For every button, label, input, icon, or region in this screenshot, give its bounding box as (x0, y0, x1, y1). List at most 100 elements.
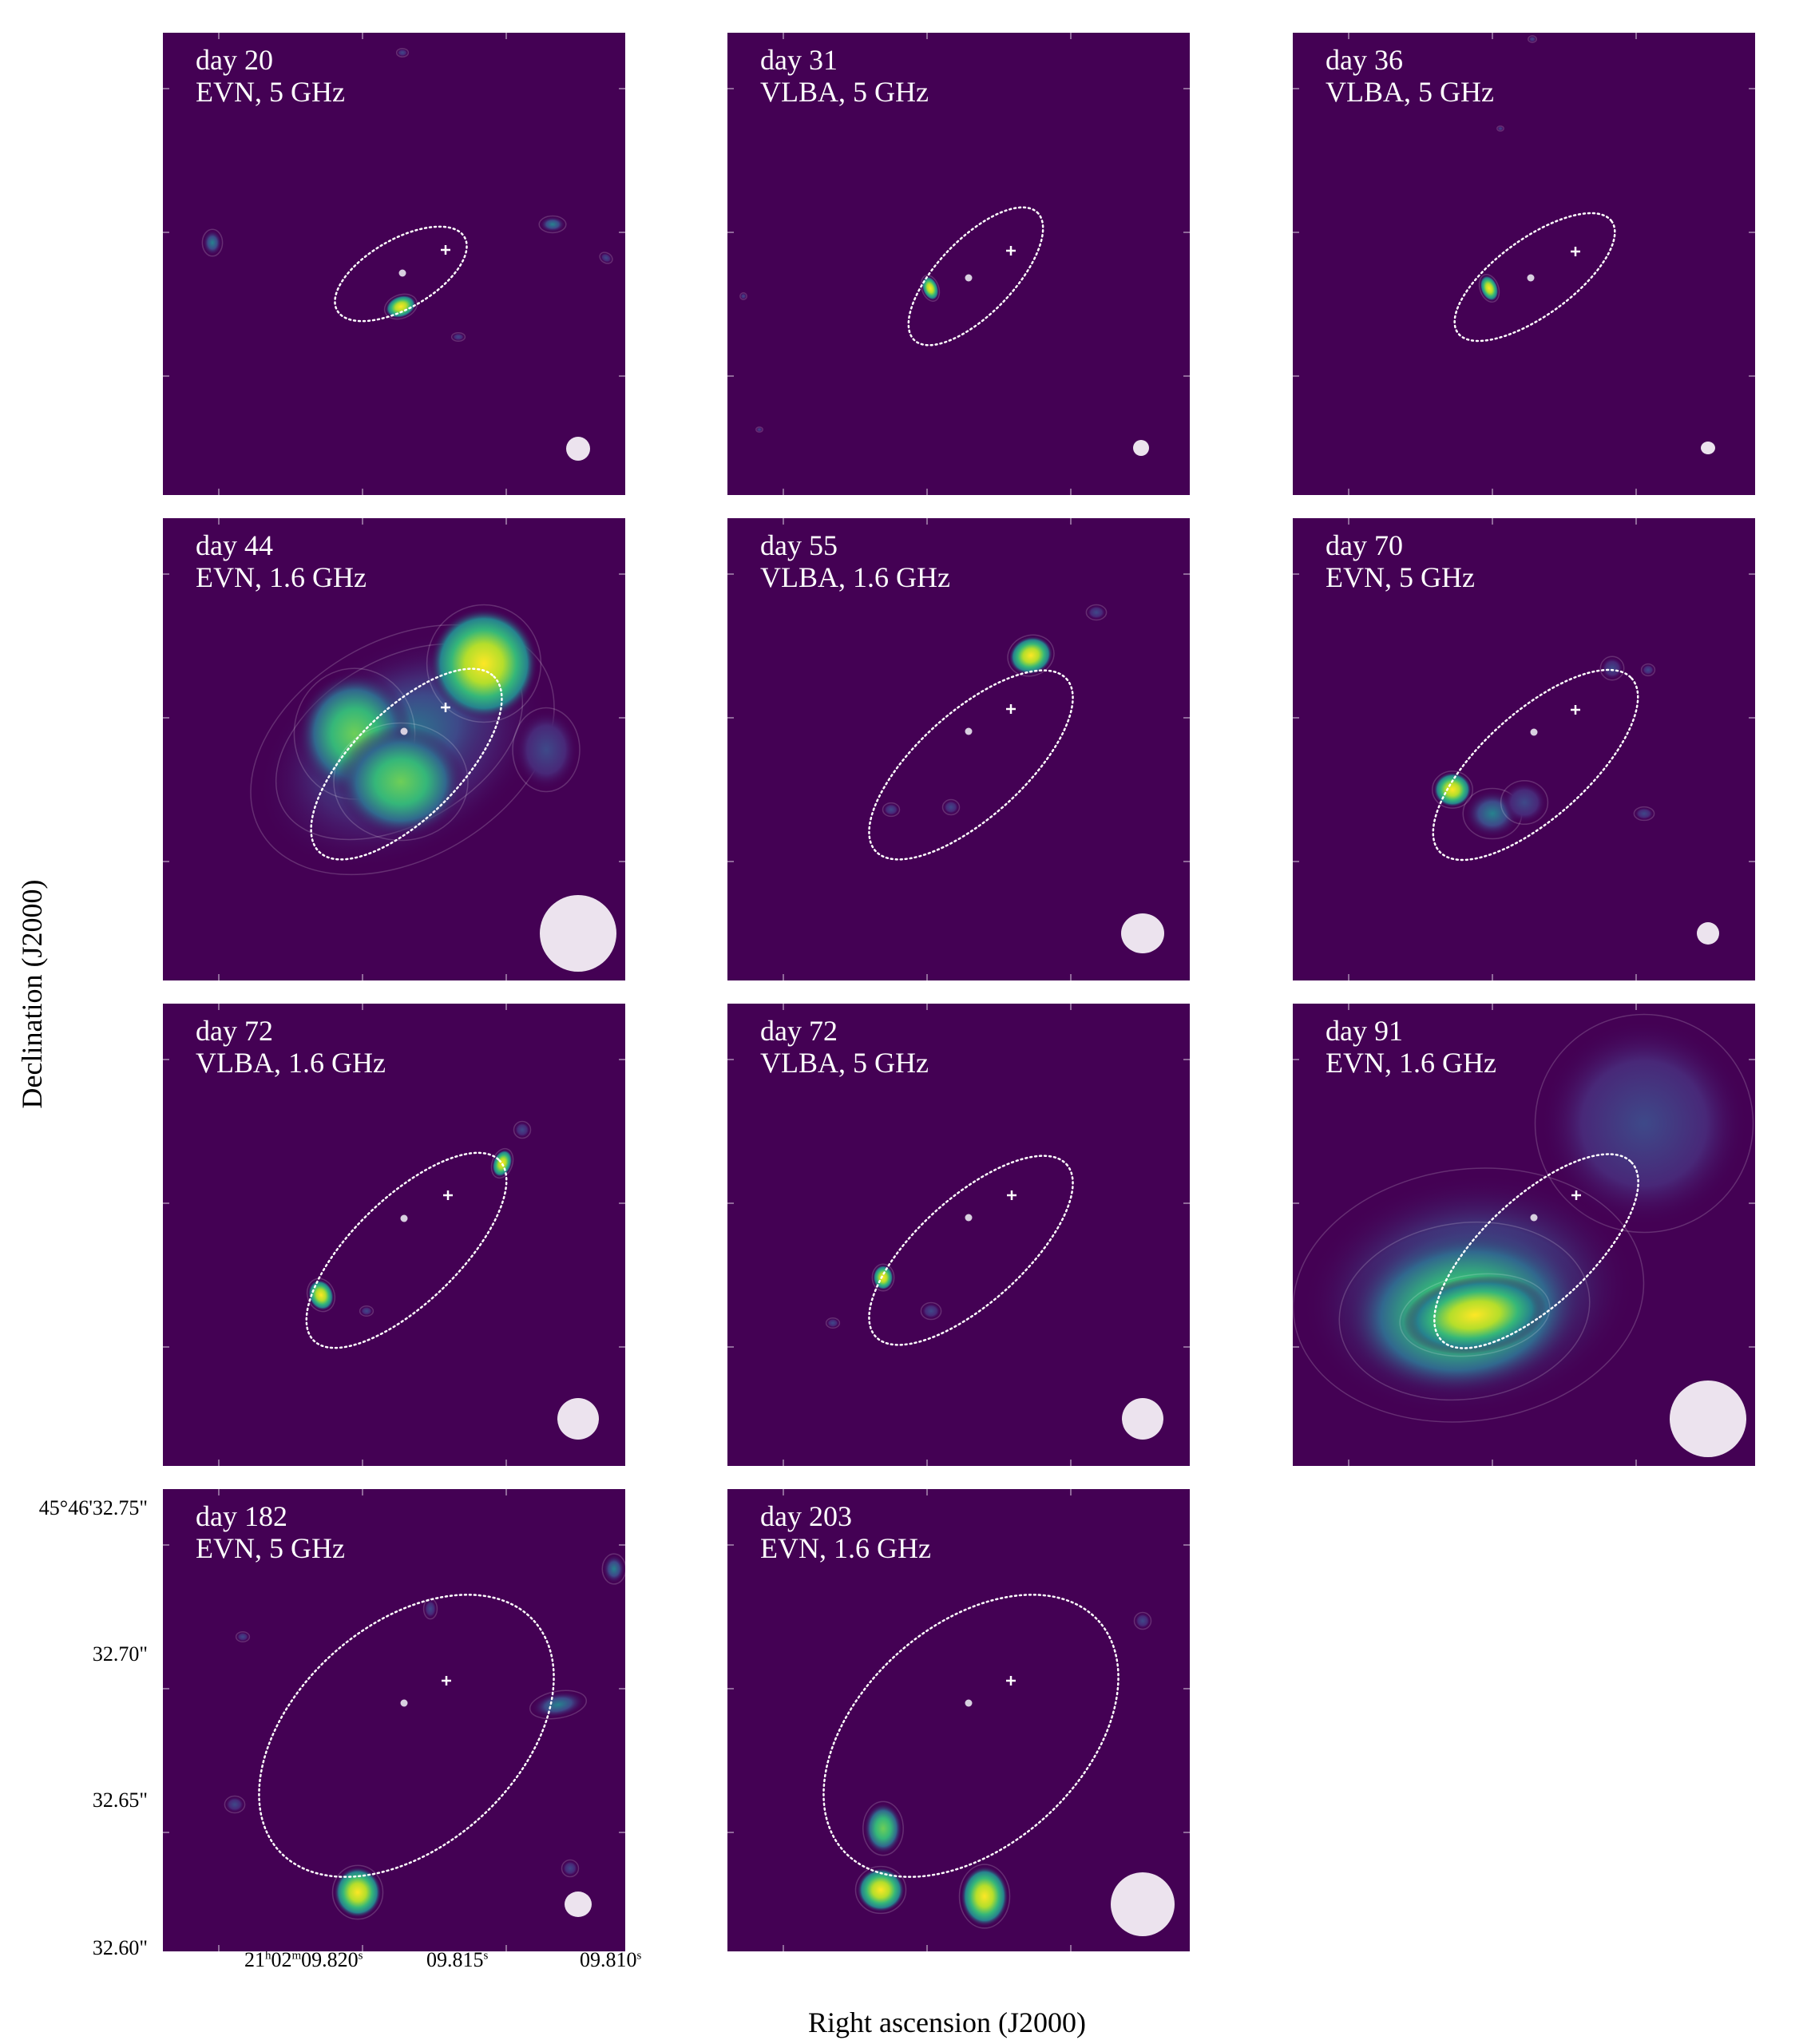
contour-line (201, 228, 224, 257)
centre-dot-marker (398, 269, 406, 277)
contour-line (599, 252, 613, 264)
panel-day-label: day 182 (196, 1500, 287, 1532)
emission-component (943, 800, 959, 814)
beam-ellipse (1670, 1380, 1746, 1457)
panel-label: day 91 EVN, 1.6 GHz (1326, 1015, 1496, 1079)
panel-day-label: day 203 (760, 1500, 852, 1532)
contour-line (1085, 604, 1108, 621)
centre-dot-marker (965, 1699, 973, 1707)
fit-ellipse (305, 1151, 508, 1349)
contour-line (1496, 125, 1504, 132)
emission-component (1601, 657, 1623, 679)
contour-line (1293, 1167, 1645, 1423)
beam-ellipse (1697, 922, 1719, 945)
image-panel: day 72 VLBA, 5 GHz (727, 1004, 1190, 1466)
contour-line (1534, 1013, 1754, 1234)
emission-component (307, 1279, 335, 1311)
fit-ellipse (1433, 1153, 1639, 1349)
emission-component (740, 293, 747, 299)
image-panel: day 55 VLBA, 1.6 GHz (727, 518, 1190, 980)
panel-map (1293, 518, 1755, 980)
y-tick-label: 45°46'32.75" (38, 1496, 148, 1519)
cross-marker (1006, 704, 1016, 714)
panel-day-label: day 91 (1326, 1015, 1403, 1047)
cross-marker (441, 703, 450, 712)
fit-ellipse (1432, 668, 1639, 862)
panel-map (727, 1004, 1190, 1466)
panel-label: day 20 EVN, 5 GHz (196, 44, 345, 108)
image-panel: day 70 EVN, 5 GHz (1293, 518, 1755, 980)
cross-marker (1006, 1676, 1016, 1686)
emission-component (334, 1867, 382, 1918)
emission-component (1502, 782, 1547, 823)
contour-line (1432, 770, 1473, 809)
emission-component (1135, 1613, 1151, 1629)
contour-line (1133, 1611, 1152, 1630)
cross-marker (441, 245, 450, 255)
panel-day-label: day 20 (196, 44, 273, 76)
contour-line (854, 1865, 907, 1915)
panel-instrument-label: VLBA, 5 GHz (760, 76, 929, 108)
x-axis-title: Right ascension (J2000) (808, 2006, 1086, 2038)
contour-line (1338, 1221, 1591, 1401)
contour-line (306, 1278, 336, 1313)
panel-map (1293, 33, 1755, 495)
beam-ellipse (1111, 1872, 1175, 1936)
contour-line (1500, 779, 1549, 826)
emission-component (225, 1796, 244, 1812)
panel-day-label: day 36 (1326, 44, 1403, 76)
panel-instrument-label: EVN, 5 GHz (1326, 561, 1475, 593)
panel-label: day 72 VLBA, 1.6 GHz (196, 1015, 386, 1079)
contour-line (235, 1630, 251, 1643)
panel-map (727, 33, 1190, 495)
fit-ellipse (258, 1594, 555, 1878)
fit-ellipse (1453, 212, 1616, 343)
emission-component (514, 1122, 530, 1138)
centre-dot-marker (400, 1699, 408, 1707)
panel-label: day 44 EVN, 1.6 GHz (196, 529, 367, 593)
x-tick-label: 09.815s (426, 1948, 489, 1971)
beam-ellipse (1701, 442, 1715, 454)
emission-component (1528, 36, 1536, 42)
emission-component (1642, 664, 1655, 675)
panel-day-label: day 72 (196, 1015, 273, 1047)
emission-component (1635, 807, 1654, 820)
emission-component (424, 1599, 437, 1618)
contour-line (359, 1305, 374, 1317)
contour-line (920, 275, 941, 302)
image-panel: day 36 VLBA, 5 GHz (1293, 33, 1755, 495)
panel-map (163, 1489, 625, 1951)
emission-component (826, 1318, 839, 1328)
contour-line (490, 1147, 514, 1179)
contour-line (426, 604, 542, 723)
cross-marker (1571, 1190, 1581, 1200)
contour-line (224, 1795, 246, 1814)
panel-instrument-label: EVN, 5 GHz (196, 76, 345, 108)
emission-component (756, 427, 763, 432)
image-panel: day 44 EVN, 1.6 GHz (163, 518, 625, 980)
panel-instrument-label: VLBA, 5 GHz (1326, 76, 1494, 108)
emission-component (360, 1306, 373, 1316)
axis-ticks (1293, 33, 1755, 495)
axis-ticks (727, 1489, 1190, 1951)
panel-map (163, 518, 625, 980)
beam-ellipse (565, 1891, 592, 1917)
centre-dot-marker (1530, 1214, 1538, 1222)
axis-ticks (1293, 1004, 1755, 1466)
panel-instrument-label: VLBA, 5 GHz (760, 1047, 929, 1079)
panel-instrument-label: EVN, 1.6 GHz (1326, 1047, 1496, 1079)
fit-ellipse (822, 1594, 1120, 1878)
axis-ticks (163, 1489, 625, 1951)
centre-dot-marker (965, 727, 973, 735)
contour-line (331, 1864, 384, 1920)
axis-ticks (163, 1004, 625, 1466)
contour-line (561, 1859, 580, 1878)
cross-marker (1007, 1190, 1016, 1200)
panel-label: day 203 EVN, 1.6 GHz (760, 1500, 931, 1564)
emission-component (921, 1303, 941, 1319)
panel-day-label: day 72 (760, 1015, 838, 1047)
panel-day-label: day 44 (196, 529, 273, 561)
emission-component (961, 1866, 1009, 1927)
emission-component (857, 1868, 905, 1912)
emission-component (603, 1555, 625, 1583)
